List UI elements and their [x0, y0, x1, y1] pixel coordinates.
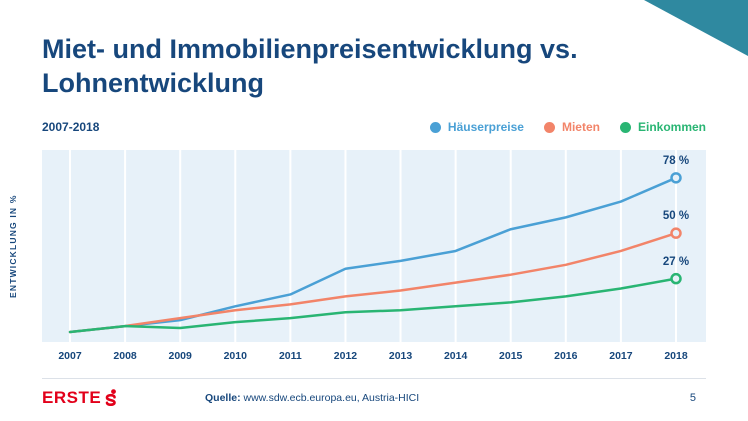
line-h-userpreise — [68, 176, 678, 334]
page-number: 5 — [689, 392, 696, 404]
source-label: Quelle: — [205, 392, 241, 404]
end-label-h-userpreise: 78 % — [662, 154, 690, 167]
end-label-einkommen: 27 % — [662, 255, 690, 268]
legend-dot-icon — [429, 121, 441, 133]
x-tick-2012: 2012 — [333, 350, 358, 362]
legend-label: Häuserpreise — [447, 120, 524, 134]
sparkasse-s-icon — [105, 389, 117, 406]
chart-legend: Häuserpreise Mieten Einkommen — [429, 120, 706, 134]
x-tick-2009: 2009 — [168, 350, 192, 362]
x-axis: 2007 2008 2009 2010 2011 2012 2013 2014 2015 2016… — [42, 350, 706, 366]
source-text: Quelle: www.sdw.ecb.europa.eu, Austria-H… — [205, 392, 419, 404]
endpoint-marker-h-userpreise — [670, 172, 682, 184]
legend-label: Mieten — [561, 120, 600, 134]
end-label-mieten: 50 % — [662, 210, 690, 223]
page-title: Miet- und Immobilienpreisentwicklung vs.… — [42, 32, 628, 100]
x-tick-2008: 2008 — [113, 350, 137, 362]
source-value: www.sdw.ecb.europa.eu, Austria-HICI — [240, 392, 420, 404]
x-tick-2016: 2016 — [554, 350, 578, 362]
line-einkommen — [68, 277, 678, 334]
x-tick-2013: 2013 — [388, 350, 413, 362]
legend-item-h-userpreise: Häuserpreise — [429, 120, 524, 134]
erste-logo: ERSTE — [42, 388, 117, 408]
endpoint-marker-mieten — [670, 227, 682, 239]
footer-divider — [42, 378, 706, 379]
period-label: 2007-2018 — [42, 120, 100, 134]
legend-dot-icon — [543, 121, 555, 133]
x-tick-2018: 2018 — [664, 350, 688, 362]
x-tick-2007: 2007 — [58, 350, 82, 362]
line-chart: 78 % 50 % 27 % — [42, 150, 706, 342]
x-tick-2015: 2015 — [499, 350, 523, 362]
legend-item-mieten: Mieten — [543, 120, 600, 134]
x-tick-2014: 2014 — [443, 350, 468, 362]
subheader-row: 2007-2018 Häuserpreise Mieten Einkommen — [42, 120, 706, 134]
legend-item-einkommen: Einkommen — [619, 120, 706, 134]
title-line-2: Lohnentwicklung — [42, 68, 264, 98]
corner-triangle-decoration — [644, 0, 748, 56]
title-line-1: Miet- und Immobilienpreisentwicklung vs. — [42, 34, 578, 64]
legend-dot-icon — [619, 121, 631, 133]
line-mieten — [68, 231, 678, 334]
x-tick-2011: 2011 — [278, 350, 302, 362]
endpoint-marker-einkommen — [670, 272, 682, 285]
x-tick-2010: 2010 — [223, 350, 247, 362]
legend-label: Einkommen — [637, 120, 706, 134]
y-axis-label: ENTWICKLUNG IN % — [8, 194, 18, 298]
x-tick-2017: 2017 — [609, 350, 633, 362]
chart-canvas — [68, 150, 682, 342]
erste-wordmark: ERSTE — [42, 388, 102, 407]
